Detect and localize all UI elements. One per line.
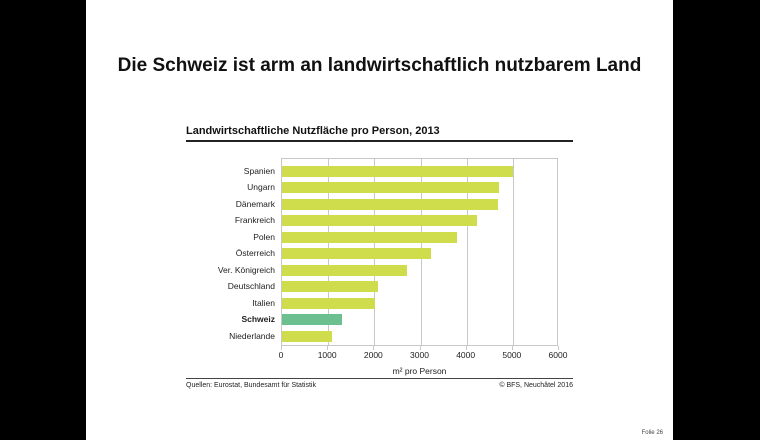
category-label: Polen [253,231,275,242]
tick-mark [558,346,559,350]
chart-title-divider [186,140,573,142]
chart-title: Landwirtschaftliche Nutzfläche pro Perso… [186,125,440,137]
x-tick-label: 6000 [548,350,568,360]
tick-mark [281,346,282,350]
bar-ungarn [282,182,499,193]
category-label: Ver. Königreich [217,264,275,275]
bar-ver-königreich [282,264,408,276]
gridline [466,159,468,345]
category-label: Schweiz [241,314,275,324]
x-tick-label: 4000 [456,350,476,360]
category-label: Niederlande [229,330,275,341]
bar-österreich [282,248,432,259]
category-label: Frankreich [234,215,275,225]
x-axis-label: m² pro Person [392,366,447,376]
tick-mark [511,346,513,350]
bar-schweiz [282,314,343,325]
source-note: Quellen: Eurostat, Bundesamt für Statist… [186,382,316,389]
copyright-note: © BFS, Neuchâtel 2016 [499,382,573,389]
slide: Die Schweiz ist arm an landwirtschaftlic… [86,0,673,440]
tick-mark [373,346,375,350]
slide-number: Folie 26 [641,430,663,436]
tick-mark [327,346,329,350]
x-tick-label: 0 [278,350,284,360]
gridline [512,159,514,345]
x-tick-label: 5000 [502,350,522,360]
bar-italien [282,297,376,309]
bar-spanien [282,165,513,177]
bar-dänemark [282,198,499,210]
slide-title: Die Schweiz ist arm an landwirtschaftlic… [117,55,642,76]
bar-niederlande [282,330,333,342]
category-label: Ungarn [247,182,275,192]
bar-deutschland [282,281,379,292]
category-label: Spanien [243,165,275,176]
x-tick-label: 2000 [363,350,383,360]
x-tick-label: 3000 [410,350,429,360]
tick-mark [465,346,467,350]
footer-divider [186,378,573,379]
x-tick-label: 1000 [317,350,337,360]
tick-mark [419,346,421,350]
category-label: Deutschland [227,281,275,291]
bar-polen [282,231,457,243]
bar-frankreich [282,215,477,226]
category-label: Italien [252,297,275,308]
category-label: Österreich [235,248,275,258]
category-label: Dänemark [235,198,275,209]
